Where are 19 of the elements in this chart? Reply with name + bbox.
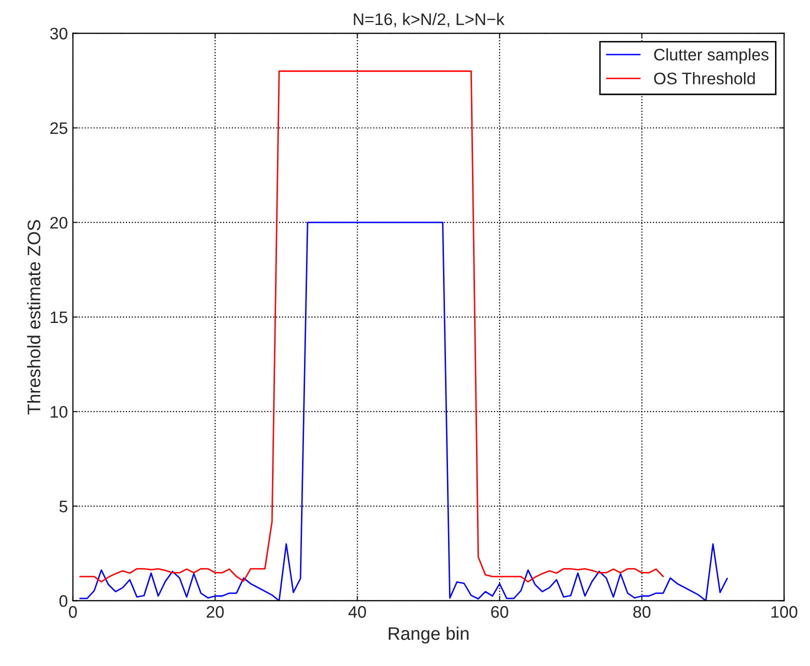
legend-label: Clutter samples [654,48,768,64]
x-tick-label: 40 [348,606,366,618]
legend-label: OS Threshold [654,72,755,84]
x-tick-label: 100 [771,606,798,618]
x-tick-label: 80 [633,606,650,618]
x-axis-title: Range bin [388,626,468,644]
x-tick-label: 60 [491,606,508,618]
y-tick-label: 5 [59,500,68,512]
line-series [79,222,728,601]
y-tick-label: 0 [59,595,68,607]
chart-title: N=16, k>N/2, L>N−k [354,12,504,28]
y-axis-title: Threshold estimate ZOS [27,220,40,414]
x-tick-label: 20 [206,606,224,618]
y-tick-label: 15 [50,312,68,324]
y-tick-label: 10 [50,406,68,418]
y-tick-label: 20 [50,216,68,229]
y-tick-label: 30 [50,28,68,40]
x-tick-label: 0 [68,606,77,618]
y-tick-label: 25 [50,122,68,134]
